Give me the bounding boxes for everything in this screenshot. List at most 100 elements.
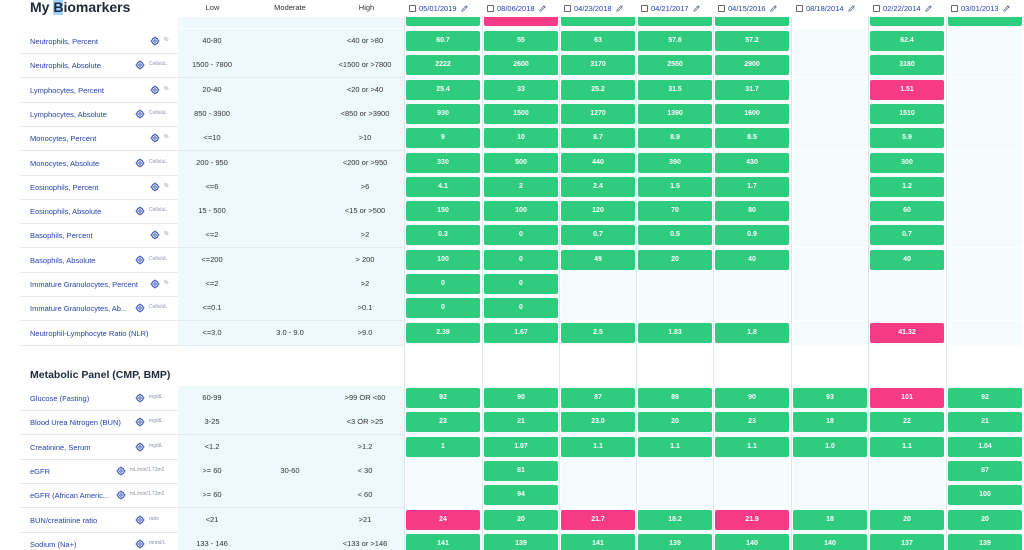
result-cell[interactable]: 1390: [638, 104, 712, 124]
date-select-checkbox[interactable]: [951, 4, 958, 12]
result-cell[interactable]: 2550: [638, 55, 712, 75]
flagged-result-cell[interactable]: 41.32: [870, 323, 944, 343]
biomarker-name[interactable]: BUN/creatinine ratio: [30, 515, 98, 525]
result-cell[interactable]: 100: [406, 250, 480, 270]
result-cell[interactable]: 92: [406, 388, 480, 408]
result-cell[interactable]: 0: [484, 274, 558, 294]
result-cell[interactable]: 25.4: [406, 80, 480, 100]
result-cell[interactable]: 80: [715, 201, 789, 221]
date-select-checkbox[interactable]: [487, 4, 494, 12]
settings-gear-icon[interactable]: [135, 393, 145, 403]
settings-gear-icon[interactable]: [135, 158, 145, 168]
result-cell[interactable]: 1.67: [484, 323, 558, 343]
result-cell[interactable]: 4.1: [406, 177, 480, 197]
result-cell[interactable]: 90: [715, 388, 789, 408]
result-cell[interactable]: 87: [948, 461, 1022, 481]
pencil-icon[interactable]: [692, 4, 701, 13]
result-cell[interactable]: 140: [793, 534, 867, 550]
result-cell[interactable]: 23: [715, 412, 789, 432]
result-cell[interactable]: 3170: [561, 55, 635, 75]
result-cell[interactable]: 0.3: [406, 225, 480, 245]
pencil-icon[interactable]: [538, 4, 547, 13]
settings-gear-icon[interactable]: [135, 109, 145, 119]
result-cell[interactable]: 1.1: [561, 437, 635, 457]
result-cell[interactable]: 330: [406, 153, 480, 173]
result-cell[interactable]: 141: [406, 534, 480, 550]
date-label[interactable]: 04/23/2018: [574, 3, 612, 13]
biomarker-name[interactable]: eGFR (African Americ...: [30, 490, 110, 500]
settings-gear-icon[interactable]: [150, 230, 160, 240]
biomarker-name[interactable]: Basophils, Percent: [30, 230, 93, 240]
result-cell[interactable]: 300: [870, 153, 944, 173]
result-cell[interactable]: 31.5: [638, 80, 712, 100]
result-cell[interactable]: 440: [561, 153, 635, 173]
result-cell[interactable]: 20: [638, 412, 712, 432]
result-cell[interactable]: 57.2: [715, 31, 789, 51]
result-cell[interactable]: 10: [484, 128, 558, 148]
biomarker-name[interactable]: Neutrophils, Percent: [30, 36, 98, 46]
settings-gear-icon[interactable]: [150, 133, 160, 143]
result-cell[interactable]: 430: [715, 153, 789, 173]
result-cell[interactable]: 1510: [870, 104, 944, 124]
result-cell[interactable]: 2222: [406, 55, 480, 75]
result-cell[interactable]: 390: [638, 153, 712, 173]
pencil-icon[interactable]: [769, 4, 778, 13]
result-cell[interactable]: 0: [484, 250, 558, 270]
result-cell[interactable]: 930: [406, 104, 480, 124]
flagged-result-cell[interactable]: 101: [870, 388, 944, 408]
biomarker-name[interactable]: Blood Urea Nitrogen (BUN): [30, 417, 121, 427]
result-cell[interactable]: 31.7: [715, 80, 789, 100]
result-cell[interactable]: 0.5: [638, 225, 712, 245]
result-cell[interactable]: 90: [484, 388, 558, 408]
biomarker-name[interactable]: Lymphocytes, Absolute: [30, 109, 107, 119]
result-cell[interactable]: 1.1: [715, 437, 789, 457]
result-cell[interactable]: 9: [406, 128, 480, 148]
settings-gear-icon[interactable]: [150, 182, 160, 192]
flagged-result-cell[interactable]: 24: [406, 510, 480, 530]
flagged-result-cell[interactable]: 1.51: [870, 80, 944, 100]
result-cell[interactable]: 1600: [715, 104, 789, 124]
result-cell[interactable]: 1.1: [870, 437, 944, 457]
result-cell[interactable]: 139: [638, 534, 712, 550]
result-cell[interactable]: 3180: [870, 55, 944, 75]
result-cell[interactable]: 2.5: [561, 323, 635, 343]
result-cell[interactable]: 8.5: [715, 128, 789, 148]
result-cell[interactable]: 141: [561, 534, 635, 550]
date-select-checkbox[interactable]: [409, 4, 416, 12]
result-cell[interactable]: 21: [484, 412, 558, 432]
result-cell[interactable]: 139: [484, 534, 558, 550]
result-cell[interactable]: 1.5: [638, 177, 712, 197]
result-cell[interactable]: 18: [793, 510, 867, 530]
result-cell[interactable]: 57.6: [638, 31, 712, 51]
result-cell[interactable]: 1270: [561, 104, 635, 124]
result-cell[interactable]: 70: [638, 201, 712, 221]
biomarker-name[interactable]: Creatinine, Serum: [30, 442, 91, 452]
result-cell[interactable]: 89: [638, 388, 712, 408]
result-cell[interactable]: 1.07: [484, 437, 558, 457]
date-select-checkbox[interactable]: [796, 4, 803, 12]
result-cell[interactable]: 139: [948, 534, 1022, 550]
flagged-result-cell[interactable]: 21.9: [715, 510, 789, 530]
date-select-checkbox[interactable]: [718, 4, 725, 12]
flagged-result-cell[interactable]: 21.7: [561, 510, 635, 530]
biomarker-name[interactable]: eGFR: [30, 466, 51, 476]
result-cell[interactable]: 8.7: [561, 128, 635, 148]
settings-gear-icon[interactable]: [150, 36, 160, 46]
result-cell[interactable]: 0: [406, 298, 480, 318]
biomarker-name[interactable]: Neutrophil-Lymphocyte Ratio (NLR): [30, 328, 149, 338]
result-cell[interactable]: 2.39: [406, 323, 480, 343]
result-cell[interactable]: 60: [870, 201, 944, 221]
result-cell[interactable]: 1.83: [638, 323, 712, 343]
result-cell[interactable]: 55: [484, 31, 558, 51]
result-cell[interactable]: 18: [793, 412, 867, 432]
pencil-icon[interactable]: [924, 4, 933, 13]
result-cell[interactable]: 25.2: [561, 80, 635, 100]
settings-gear-icon[interactable]: [135, 60, 145, 70]
result-cell[interactable]: 18.2: [638, 510, 712, 530]
settings-gear-icon[interactable]: [150, 85, 160, 95]
result-cell[interactable]: 81: [484, 461, 558, 481]
biomarker-name[interactable]: Neutrophils, Absolute: [30, 60, 101, 70]
result-cell[interactable]: 23: [406, 412, 480, 432]
settings-gear-icon[interactable]: [135, 206, 145, 216]
result-cell[interactable]: 40: [870, 250, 944, 270]
